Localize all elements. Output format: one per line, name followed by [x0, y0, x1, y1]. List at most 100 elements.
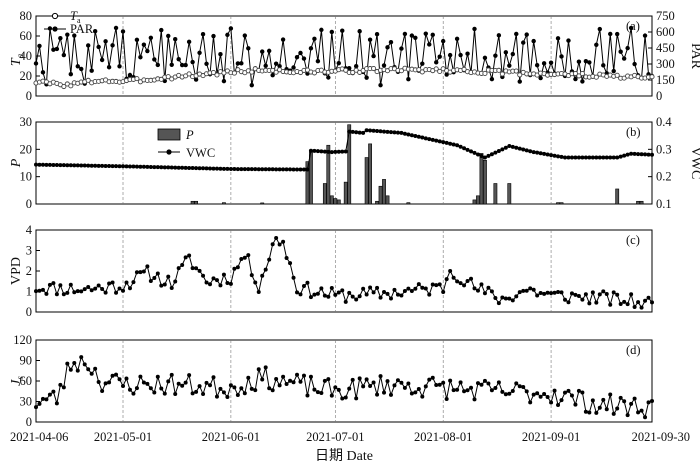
js-point	[242, 391, 247, 396]
js-point	[214, 394, 219, 399]
vwc-point	[510, 144, 515, 149]
panel-b-left-ytick-label: 10	[20, 170, 33, 184]
vpd-point	[197, 268, 202, 273]
vpd-point	[312, 292, 317, 297]
vwc-point	[249, 167, 254, 172]
vpd-point	[514, 294, 519, 299]
vpd-point	[583, 292, 588, 297]
js-point	[538, 394, 543, 399]
vwc-point	[594, 155, 599, 160]
vpd-point	[364, 292, 369, 297]
vwc-point	[288, 167, 293, 172]
panel-a-right-ytick-label: 750	[656, 9, 675, 23]
js-point	[535, 391, 540, 396]
vpd-point	[462, 283, 467, 288]
js-point	[514, 381, 519, 386]
par-point	[371, 53, 376, 59]
js-point	[472, 397, 477, 402]
vwc-point	[214, 166, 219, 171]
vpd-point	[538, 291, 543, 296]
js-point	[361, 384, 366, 389]
vpd-point	[427, 292, 432, 297]
js-point	[155, 374, 160, 379]
vpd-point	[423, 286, 428, 291]
js-point	[597, 405, 602, 410]
par-point	[190, 59, 195, 65]
js-point	[448, 378, 453, 383]
vpd-point	[183, 255, 188, 260]
vpd-point	[350, 294, 355, 299]
panel-c-label: (c)	[626, 233, 640, 247]
precip-bar	[472, 199, 477, 205]
legend-vwc-label: VWC	[186, 146, 215, 160]
vpd-point	[298, 292, 303, 297]
par-point	[173, 36, 178, 42]
js-point	[274, 376, 279, 381]
js-point	[100, 389, 105, 394]
js-point	[235, 393, 240, 398]
vpd-point	[40, 287, 45, 292]
vpd-point	[340, 288, 345, 293]
vwc-point	[562, 155, 567, 160]
vpd-point	[510, 298, 515, 303]
vpd-line	[35, 236, 653, 309]
js-point	[503, 392, 508, 397]
js-point	[190, 391, 195, 396]
vpd-point	[562, 297, 567, 302]
vpd-point	[361, 286, 366, 291]
js-point	[455, 387, 460, 392]
par-point	[179, 62, 185, 68]
js-point	[173, 391, 178, 396]
vpd-point	[375, 285, 380, 290]
vwc-point	[58, 163, 63, 168]
vwc-point	[601, 155, 606, 160]
par-point	[152, 57, 157, 62]
js-point	[72, 360, 77, 365]
ta-point	[311, 70, 317, 76]
js-point	[496, 380, 501, 385]
js-point	[646, 400, 651, 405]
vpd-point	[134, 270, 139, 275]
vpd-point	[479, 282, 484, 287]
par-point	[169, 62, 174, 67]
precip-bar	[194, 200, 198, 205]
vpd-point	[636, 300, 641, 305]
ta-subscript: a	[15, 53, 25, 58]
js-point	[562, 390, 567, 395]
js-point	[131, 391, 136, 396]
precip-bar	[190, 200, 195, 205]
panel-c-frame	[35, 229, 653, 313]
vpd-point	[121, 288, 126, 293]
par-point	[260, 49, 265, 54]
par-point	[625, 45, 630, 51]
vwc-point	[242, 167, 247, 172]
vpd-point	[131, 280, 136, 285]
par-point	[402, 31, 408, 37]
vpd-point	[618, 302, 623, 307]
panel-c-left-ytick-label: 4	[26, 223, 33, 237]
vwc-point	[308, 148, 313, 153]
vpd-point	[166, 274, 171, 279]
par-point	[507, 63, 512, 68]
par-point	[326, 75, 331, 80]
vpd-point	[406, 286, 411, 291]
panel-d-ylabel: Js	[9, 376, 25, 386]
js-point	[75, 368, 80, 373]
vwc-point	[521, 147, 526, 152]
vwc-point	[503, 145, 508, 150]
vwc-point	[427, 137, 432, 142]
par-point	[555, 36, 561, 41]
vpd-point	[288, 261, 293, 266]
vwc-point	[228, 167, 233, 172]
panel-b-ylabel-right: VWC	[688, 147, 700, 180]
vpd-point	[493, 296, 498, 301]
par-point	[559, 54, 564, 59]
par-point	[197, 50, 202, 56]
vpd-point	[305, 280, 310, 285]
vwc-point	[482, 155, 487, 160]
js-line	[35, 355, 653, 419]
vpd-point	[549, 291, 554, 296]
par-point	[608, 31, 613, 37]
par-point	[381, 63, 387, 68]
vwc-point	[72, 163, 77, 168]
